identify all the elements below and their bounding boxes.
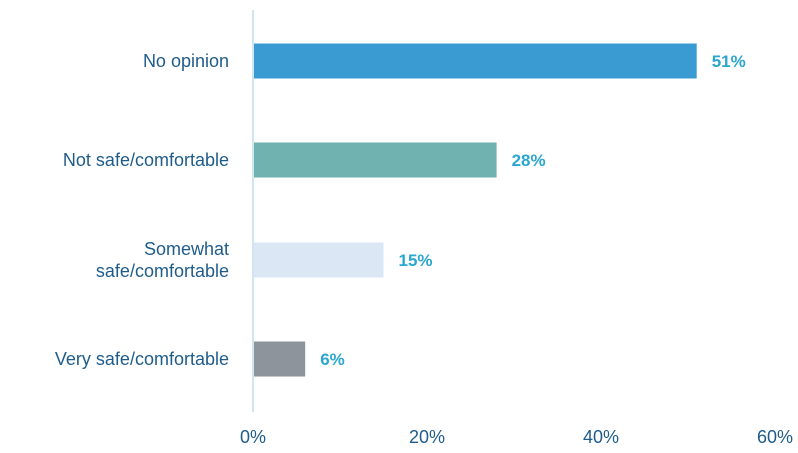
x-tick-label: 0% [240, 427, 266, 447]
ticks-layer: 0% 20% 40% 60% [240, 427, 793, 447]
x-tick-label: 40% [583, 427, 619, 447]
category-label: No opinion [143, 51, 229, 71]
category-label: Somewhat safe/comfortable [96, 239, 229, 281]
data-label: 6% [320, 350, 345, 369]
x-tick-label: 20% [409, 427, 445, 447]
bar [254, 43, 697, 79]
category-label: Not safe/comfortable [63, 150, 229, 170]
x-tick-label: 60% [757, 427, 793, 447]
data-label: 15% [399, 251, 433, 270]
data-label: 51% [712, 52, 746, 71]
labels-layer: 51% No opinion 28% Not safe/comfortable 15% S… [55, 51, 746, 369]
category-label: Very safe/comfortable [55, 349, 229, 369]
data-label: 28% [512, 151, 546, 170]
bar [254, 341, 306, 377]
bar [254, 242, 384, 278]
bar [254, 142, 497, 178]
bars-layer [254, 43, 697, 377]
